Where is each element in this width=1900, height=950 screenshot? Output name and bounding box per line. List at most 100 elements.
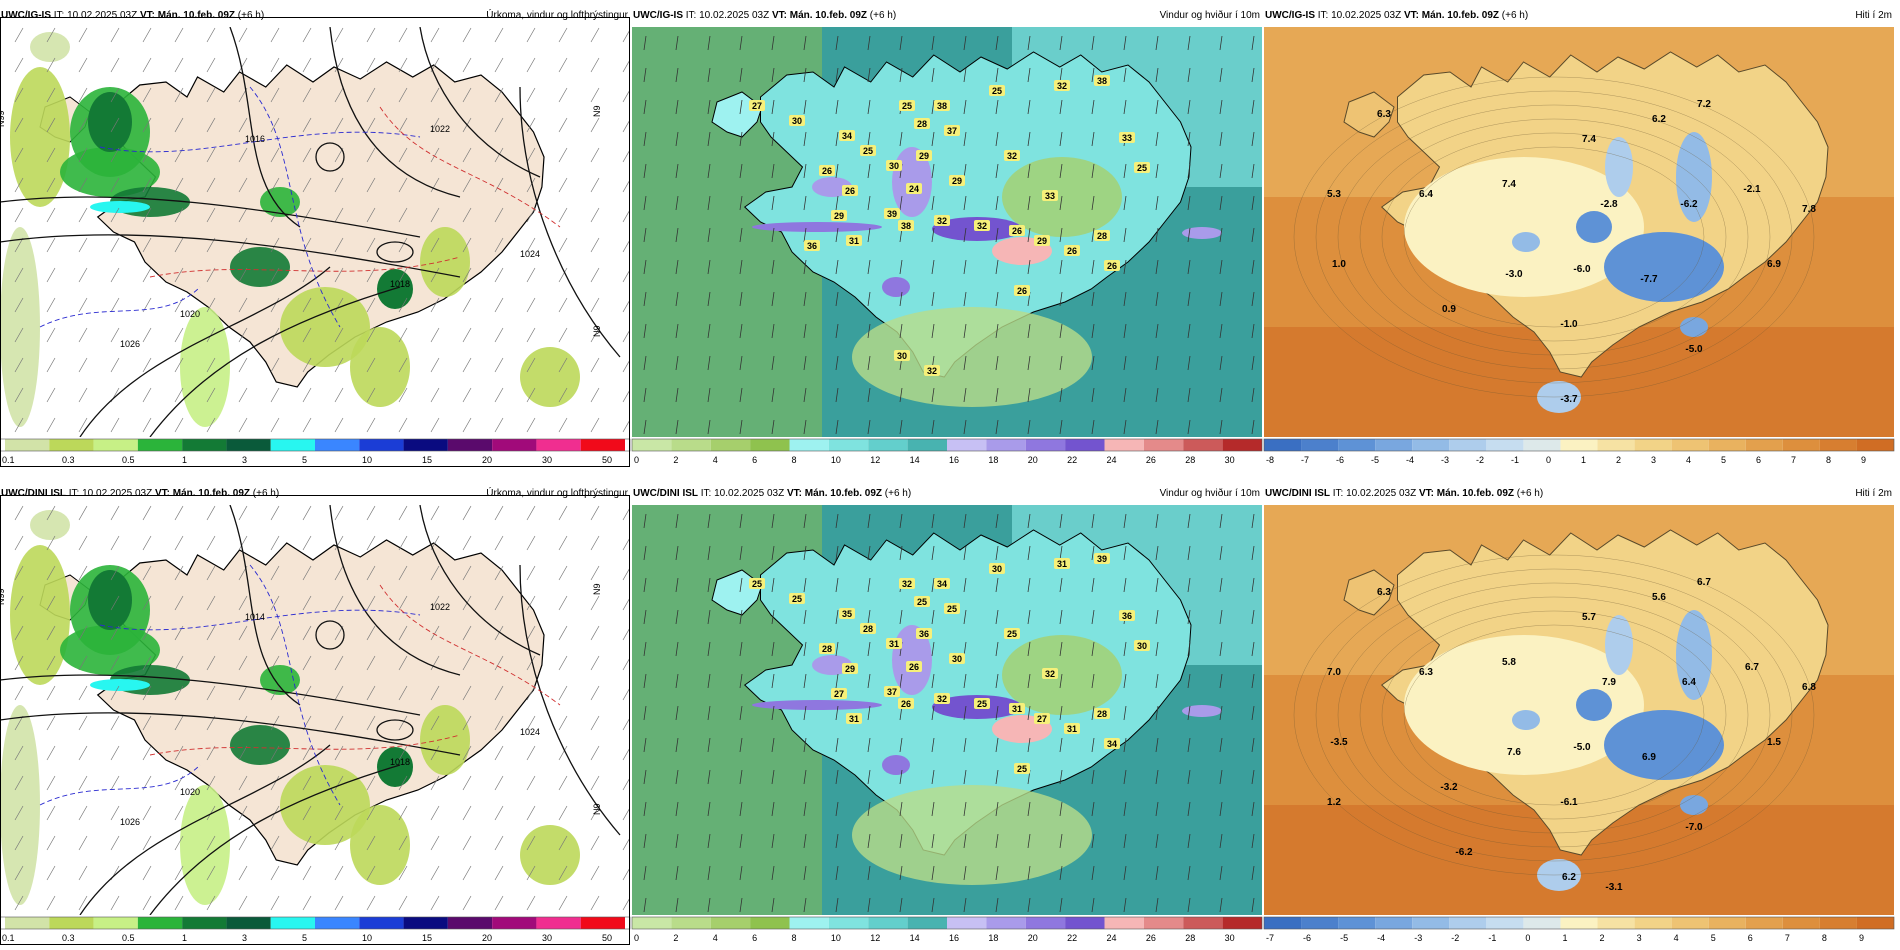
wind-arrow [899,259,903,275]
gust-marker [1094,553,1110,564]
wind-arrow [963,131,967,147]
temperature-value: -3.2 [1440,782,1458,793]
colorbar-label: -5 [1371,455,1379,465]
colorbar-label: 12 [870,455,880,465]
gust-value: 30 [792,116,802,126]
wind-arrow [1187,227,1191,243]
colorbar-label: 7 [1785,933,1790,943]
wind-barb [494,895,504,911]
gust-value: 25 [917,597,927,607]
wind-barb [590,595,600,611]
wind-arrow [931,897,935,913]
wind-arrow [835,99,839,115]
wind-arrow [963,577,967,593]
colorbar-swatch [1560,439,1598,451]
colorbar-swatch [1104,439,1144,451]
wind-barb [110,775,120,791]
wind-arrow [1155,227,1159,243]
temperature-contour [99,131,421,153]
wind-barb [238,117,248,133]
wind-arrow [1059,99,1063,115]
wind-barb [398,387,408,403]
wind-arrow [1027,387,1031,403]
colorbar-swatch [1486,917,1524,929]
wind-arrow [643,577,647,593]
colorbar-swatch [1025,917,1066,929]
colorbar-label: 4 [1686,455,1691,465]
wind-barb [462,685,472,701]
wind-arrow [963,705,967,721]
gust-marker [1064,723,1080,734]
wind-barb [46,417,56,433]
wind-arrow [1155,609,1159,625]
colorbar: 0.1 0.3 0.5 1 3 5 10 15 20 30 50 [0,916,631,943]
colorbar-swatch [315,917,360,929]
wind-arrow [739,355,743,371]
wind-barb [14,745,24,761]
wind-barb [302,117,312,133]
wind-arrow [867,897,871,913]
isobar-high [376,241,414,263]
wind-barb [46,207,56,223]
wind-barb [366,805,376,821]
colorbar-swatch [868,439,908,451]
wind-arrow [1059,259,1063,275]
wind-barb [174,685,184,701]
wind-barb [110,147,120,163]
wind-barb [46,865,56,881]
gust-marker [1042,668,1058,679]
wind-arrow [739,195,743,211]
colorbar-swatch [93,917,138,929]
wind-barb [46,685,56,701]
wind-arrow [867,163,871,179]
gust-value: 25 [947,604,957,614]
wind-barb [46,357,56,373]
wind-barb [14,655,24,671]
wind-arrow [899,387,903,403]
wind-arrow [1219,355,1223,371]
isobar-label: 1016 [245,134,265,144]
wind-barb [558,237,568,253]
wind-barb [206,835,216,851]
wind-arrow [1155,865,1159,881]
wind-field-south [852,307,1092,407]
wind-arrow [835,641,839,657]
wind-barb [78,417,88,433]
gust-marker [842,663,858,674]
wind-barb [558,835,568,851]
wind-arrow [995,673,999,689]
wind-arrow [1027,897,1031,913]
colorbar-swatch [182,917,227,929]
gust-marker [1004,150,1020,161]
colorbar-label: -2 [1476,455,1484,465]
wind-arrow [803,291,807,307]
wind-barb [302,177,312,193]
wind-arrow [1027,801,1031,817]
colorbar-label: 8 [792,455,797,465]
wind-arrow [835,577,839,593]
wind-arrow [1251,705,1255,721]
wind-barb [206,805,216,821]
wind-arrow [803,769,807,785]
wind-barb [366,87,376,103]
wind-barb [494,87,504,103]
wind-arrow [867,737,871,753]
wind-barb [46,895,56,911]
colorbar-label: 30 [542,933,552,943]
colorbar-label: 20 [1028,933,1038,943]
gust-marker [884,686,900,697]
wind-barb [334,865,344,881]
wind-strong-area [752,700,882,710]
colorbar-swatch [137,439,183,451]
wind-arrow [1027,673,1031,689]
wind-arrow [1155,513,1159,529]
wind-barb [14,327,24,343]
model-name: UWC/IG-IS [1,10,51,21]
grid-label: N99 [0,110,6,127]
gust-marker [894,350,910,361]
wind-arrow [1059,577,1063,593]
temperature-contour [149,256,461,278]
wind-barb [558,87,568,103]
gust-value: 26 [1067,246,1077,256]
wind-arrow [1251,641,1255,657]
